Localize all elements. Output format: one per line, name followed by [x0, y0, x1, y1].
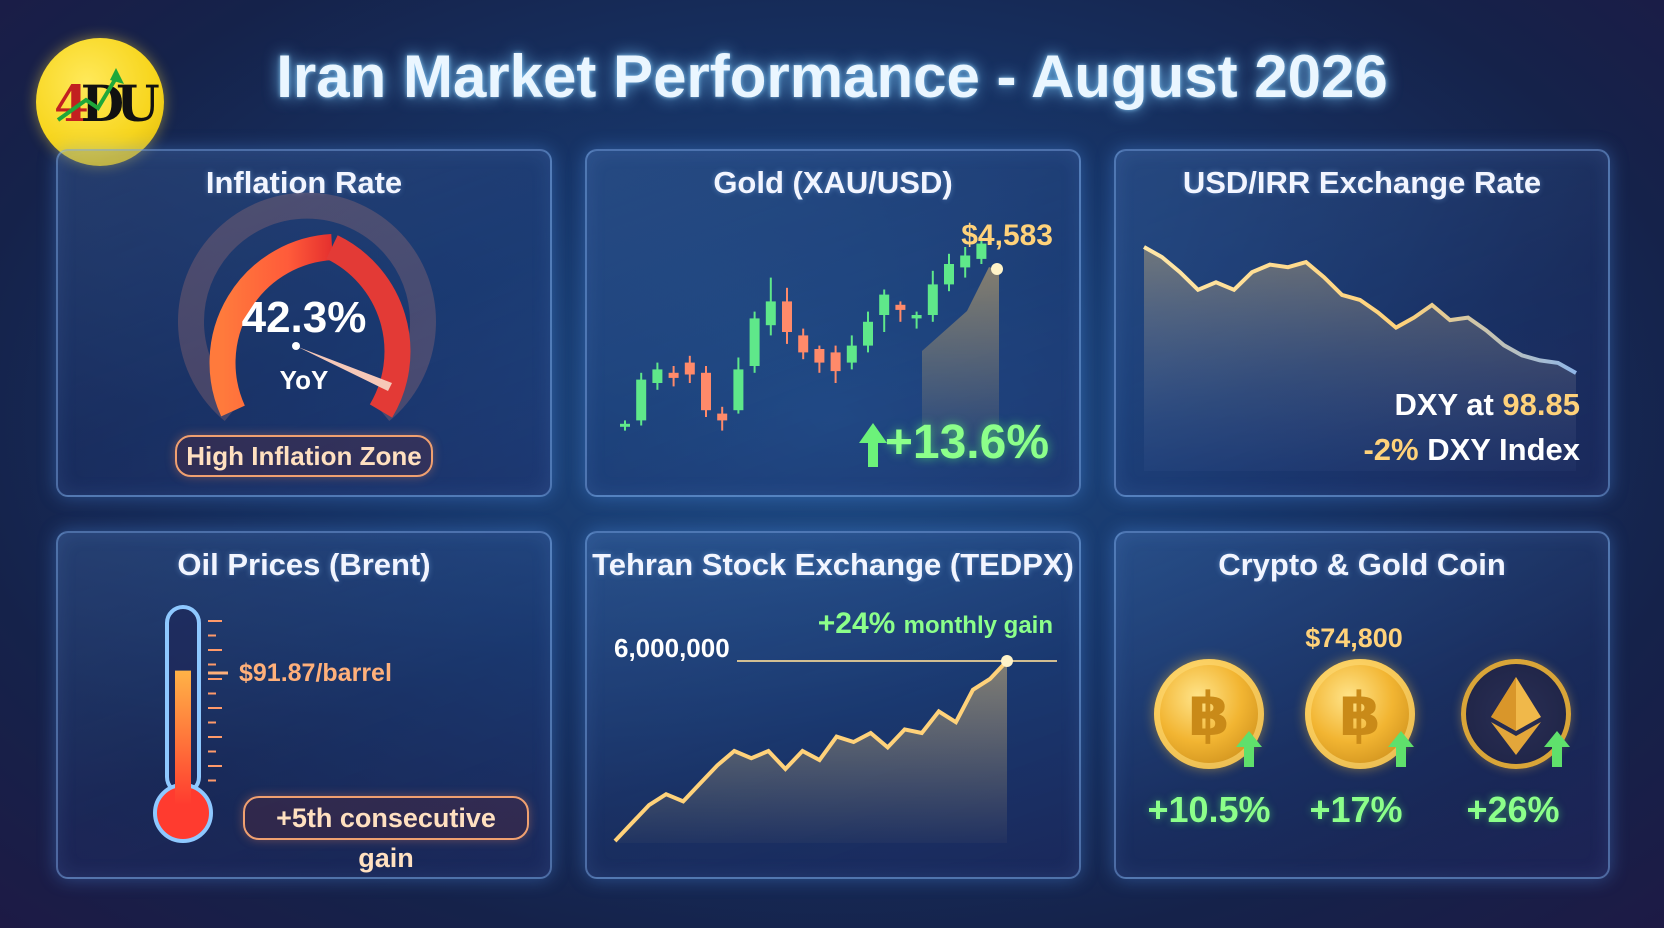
- panel-title: USD/IRR Exchange Rate: [1182, 165, 1542, 200]
- dxy-level: DXY at 98.85: [1394, 387, 1580, 423]
- candle: [652, 369, 663, 383]
- oil-price: $91.87/barrel: [239, 659, 392, 687]
- gold-panel: Gold (XAU/USD) $4,583 +13.6%: [585, 149, 1081, 497]
- candle: [636, 379, 647, 421]
- tse-last-point: [1001, 655, 1013, 667]
- svg-text:฿: ฿: [1339, 680, 1381, 750]
- coin-change: +10.5%: [1147, 789, 1271, 830]
- gold-candlestick-chart: [620, 240, 1003, 456]
- dxy-change-label: DXY Index: [1427, 432, 1580, 467]
- page-title: Iran Market Performance - August 2026: [276, 43, 1388, 110]
- tse-gain-value: +24%: [817, 607, 896, 640]
- logo-arrow-icon: [56, 68, 124, 122]
- coin-change: +17%: [1309, 789, 1403, 830]
- candle: [976, 243, 987, 259]
- gauge-track: [178, 192, 436, 421]
- candle: [960, 255, 971, 268]
- inflation-value: 42.3%: [241, 293, 367, 342]
- svg-text:฿: ฿: [1188, 680, 1230, 750]
- gauge-needle-hub: [292, 342, 300, 350]
- candle: [765, 301, 776, 326]
- tse-area-chart: [613, 655, 1057, 843]
- candle: [814, 349, 825, 363]
- panel-title: Oil Prices (Brent): [177, 547, 431, 582]
- gold-last-price: $4,583: [961, 219, 1053, 252]
- candle: [798, 335, 809, 353]
- coin-change: +26%: [1466, 789, 1560, 830]
- gold-last-point: [991, 263, 1003, 275]
- candle: [927, 284, 938, 315]
- candle: [944, 264, 954, 285]
- candle: [749, 318, 760, 366]
- bitcoin-coin-icon: ฿: [1154, 659, 1264, 769]
- tse-line: [613, 659, 1009, 843]
- dxy-change: -2% DXY Index: [1363, 432, 1580, 468]
- arrow-up-icon: [1544, 731, 1570, 767]
- candle: [701, 372, 711, 411]
- oil-panel: Oil Prices (Brent) $91.87/barrel +5th co…: [56, 531, 552, 879]
- arrow-up-icon: [1388, 731, 1414, 767]
- panel-title: Inflation Rate: [205, 165, 403, 200]
- candle: [684, 362, 695, 375]
- brand-logo: 4DU: [36, 38, 164, 166]
- dxy-value: 98.85: [1502, 387, 1580, 422]
- candle: [620, 423, 630, 427]
- gold-change: +13.6%: [884, 416, 1049, 469]
- gauge-high-zone: [326, 235, 411, 418]
- usd-irr-line: [1143, 245, 1577, 375]
- candle: [782, 301, 792, 332]
- panel-title: Tehran Stock Exchange (TEDPX): [592, 547, 1074, 582]
- dxy-label: DXY at: [1394, 387, 1494, 422]
- gauge-needle: [298, 347, 392, 391]
- inflation-unit: YoY: [279, 365, 329, 395]
- candle: [863, 321, 873, 346]
- dxy-change-value: -2%: [1363, 432, 1419, 467]
- usd-irr-area-chart: [1143, 245, 1577, 471]
- oil-gain-badge: +5th consecutive gain: [243, 796, 529, 873]
- arrow-up-icon: [1236, 731, 1262, 767]
- gold-area-glow: [922, 267, 999, 456]
- tse-gain-label: monthly gain: [903, 612, 1053, 639]
- candle: [911, 315, 922, 319]
- tse-area: [615, 661, 1007, 843]
- high-inflation-badge: High Inflation Zone: [175, 435, 433, 477]
- ethereum-coin-icon: [1461, 659, 1571, 769]
- bitcoin-price: $74,800: [1305, 623, 1403, 653]
- candle: [668, 372, 679, 378]
- usd-irr-area: [1144, 247, 1576, 471]
- crypto-panel: Crypto & Gold Coin $74,800 ฿ ฿ +10.5% +1…: [1114, 531, 1610, 879]
- candle: [830, 352, 841, 372]
- inflation-gauge: [178, 192, 436, 421]
- candle: [879, 294, 890, 315]
- candle: [717, 413, 728, 421]
- panel-title: Gold (XAU/USD): [713, 165, 953, 200]
- candle: [733, 369, 744, 411]
- tse-panel: Tehran Stock Exchange (TEDPX) +24% month…: [585, 531, 1081, 879]
- panel-title: Crypto & Gold Coin: [1218, 547, 1506, 582]
- candle: [846, 345, 857, 363]
- usd-irr-panel: USD/IRR Exchange Rate DXY at 98.85 -2% D…: [1114, 149, 1610, 497]
- inflation-panel: Inflation Rate 42.3% YoY High Inflation …: [56, 149, 552, 497]
- tse-gain: +24% monthly gain: [818, 607, 1053, 641]
- gauge-fill: [209, 234, 334, 417]
- arrow-up-icon: [859, 423, 887, 467]
- thermometer-mercury: [175, 670, 191, 805]
- tse-reference-value: 6,000,000: [614, 633, 730, 663]
- candle: [895, 304, 906, 310]
- oil-thermometer: [153, 605, 228, 843]
